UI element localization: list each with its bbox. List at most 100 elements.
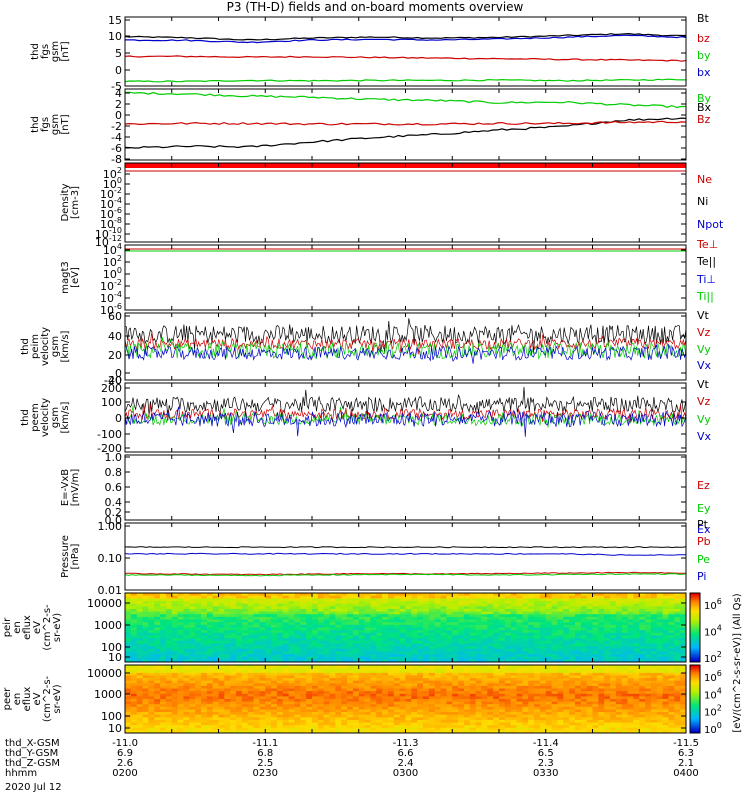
heatmap-cell: [493, 712, 500, 716]
heatmap-cell: [510, 691, 517, 695]
heatmap-cell: [563, 608, 570, 612]
heatmap-cell: [317, 709, 325, 713]
heatmap-cell: [475, 643, 482, 647]
heatmap-cell: [376, 691, 383, 695]
heatmap-cell: [405, 614, 412, 618]
heatmap-cell: [265, 603, 272, 607]
heatmap-cell: [463, 624, 471, 628]
heatmap-cell: [218, 638, 225, 642]
heatmap-cell: [364, 619, 371, 623]
y-tick-label: 200: [101, 382, 122, 395]
y-tick-label: 0: [115, 109, 122, 122]
heatmap-cell: [545, 648, 552, 652]
heatmap-cell: [253, 714, 260, 718]
heatmap-cell: [522, 670, 529, 674]
heatmap-cell: [493, 656, 500, 660]
heatmap-cell: [276, 598, 284, 602]
heatmap-cell: [282, 672, 290, 676]
heatmap-cell: [504, 693, 512, 697]
heatmap-cell: [189, 600, 196, 605]
heatmap-cell: [306, 717, 313, 721]
heatmap-cell: [463, 640, 471, 644]
heatmap-cell: [224, 701, 231, 705]
heatmap-cell: [177, 616, 184, 620]
heatmap-cell: [645, 640, 652, 644]
heatmap-cell: [493, 638, 500, 642]
heatmap-cell: [329, 630, 336, 634]
heatmap-cell: [259, 654, 266, 658]
heatmap-cell: [551, 725, 558, 729]
heatmap-cell: [475, 608, 482, 612]
heatmap-cell: [458, 598, 465, 602]
heatmap-cell: [680, 603, 687, 607]
heatmap-cell: [165, 614, 173, 618]
heatmap-cell: [189, 722, 196, 726]
heatmap-cell: [276, 685, 284, 689]
heatmap-cell: [387, 627, 395, 631]
heatmap-cell: [387, 600, 395, 605]
heatmap-cell: [656, 603, 664, 607]
heatmap-cell: [352, 709, 360, 713]
heatmap-cell: [317, 648, 325, 652]
heatmap-cell: [534, 627, 541, 631]
heatmap-cell: [522, 659, 529, 663]
heatmap-cell: [463, 616, 471, 620]
heatmap-cell: [136, 678, 143, 682]
heatmap-cell: [306, 706, 313, 710]
heatmap-cell: [142, 622, 149, 626]
heatmap-cell: [423, 616, 430, 620]
heatmap-cell: [534, 709, 541, 713]
heatmap-cell: [165, 693, 173, 697]
heatmap-cell: [376, 727, 383, 731]
heatmap-cell: [539, 616, 547, 620]
heatmap-cell: [399, 675, 406, 679]
heatmap-cell: [499, 722, 506, 726]
heatmap-cell: [247, 701, 254, 705]
heatmap-cell: [475, 704, 482, 708]
heatmap-cell: [586, 627, 593, 631]
heatmap-cell: [382, 606, 389, 610]
heatmap-cell: [539, 627, 547, 631]
y-tick-label: 10000: [87, 597, 122, 610]
heatmap-cell: [592, 654, 599, 658]
heatmap-cell: [534, 717, 541, 721]
heatmap-cell: [165, 717, 173, 721]
heatmap-cell: [428, 595, 436, 599]
heatmap-cell: [499, 611, 506, 615]
heatmap-cell: [469, 665, 477, 669]
heatmap-cell: [212, 727, 219, 731]
heatmap-cell: [241, 691, 249, 695]
heatmap-cell: [522, 725, 529, 729]
heatmap-cell: [317, 691, 325, 695]
heatmap-cell: [312, 619, 319, 623]
heatmap-cell: [358, 622, 365, 626]
heatmap-cell: [662, 632, 669, 636]
heatmap-cell: [481, 706, 488, 710]
heatmap-cell: [241, 670, 249, 674]
heatmap-cell: [458, 678, 465, 682]
heatmap-cell: [399, 654, 406, 658]
heatmap-cell: [411, 619, 418, 623]
heatmap-cell: [481, 730, 488, 734]
heatmap-cell: [271, 683, 278, 687]
heatmap-cell: [563, 593, 570, 597]
heatmap-cell: [668, 603, 675, 607]
heatmap-cell: [259, 659, 266, 663]
heatmap-cell: [306, 709, 313, 713]
heatmap-cell: [130, 643, 138, 647]
heatmap-cell: [481, 696, 488, 700]
heatmap-cell: [376, 603, 383, 607]
heatmap-cell: [171, 691, 178, 695]
heatmap-cell: [224, 603, 231, 607]
heatmap-cell: [423, 659, 430, 663]
heatmap-cell: [224, 622, 231, 626]
heatmap-cell: [417, 622, 424, 626]
heatmap-cell: [171, 667, 178, 671]
heatmap-cell: [499, 680, 506, 684]
heatmap-cell: [376, 656, 383, 660]
heatmap-cell: [545, 595, 552, 599]
heatmap-cell: [452, 685, 459, 689]
heatmap-cell: [516, 688, 523, 692]
heatmap-cell: [183, 608, 190, 612]
heatmap-cell: [569, 678, 576, 682]
